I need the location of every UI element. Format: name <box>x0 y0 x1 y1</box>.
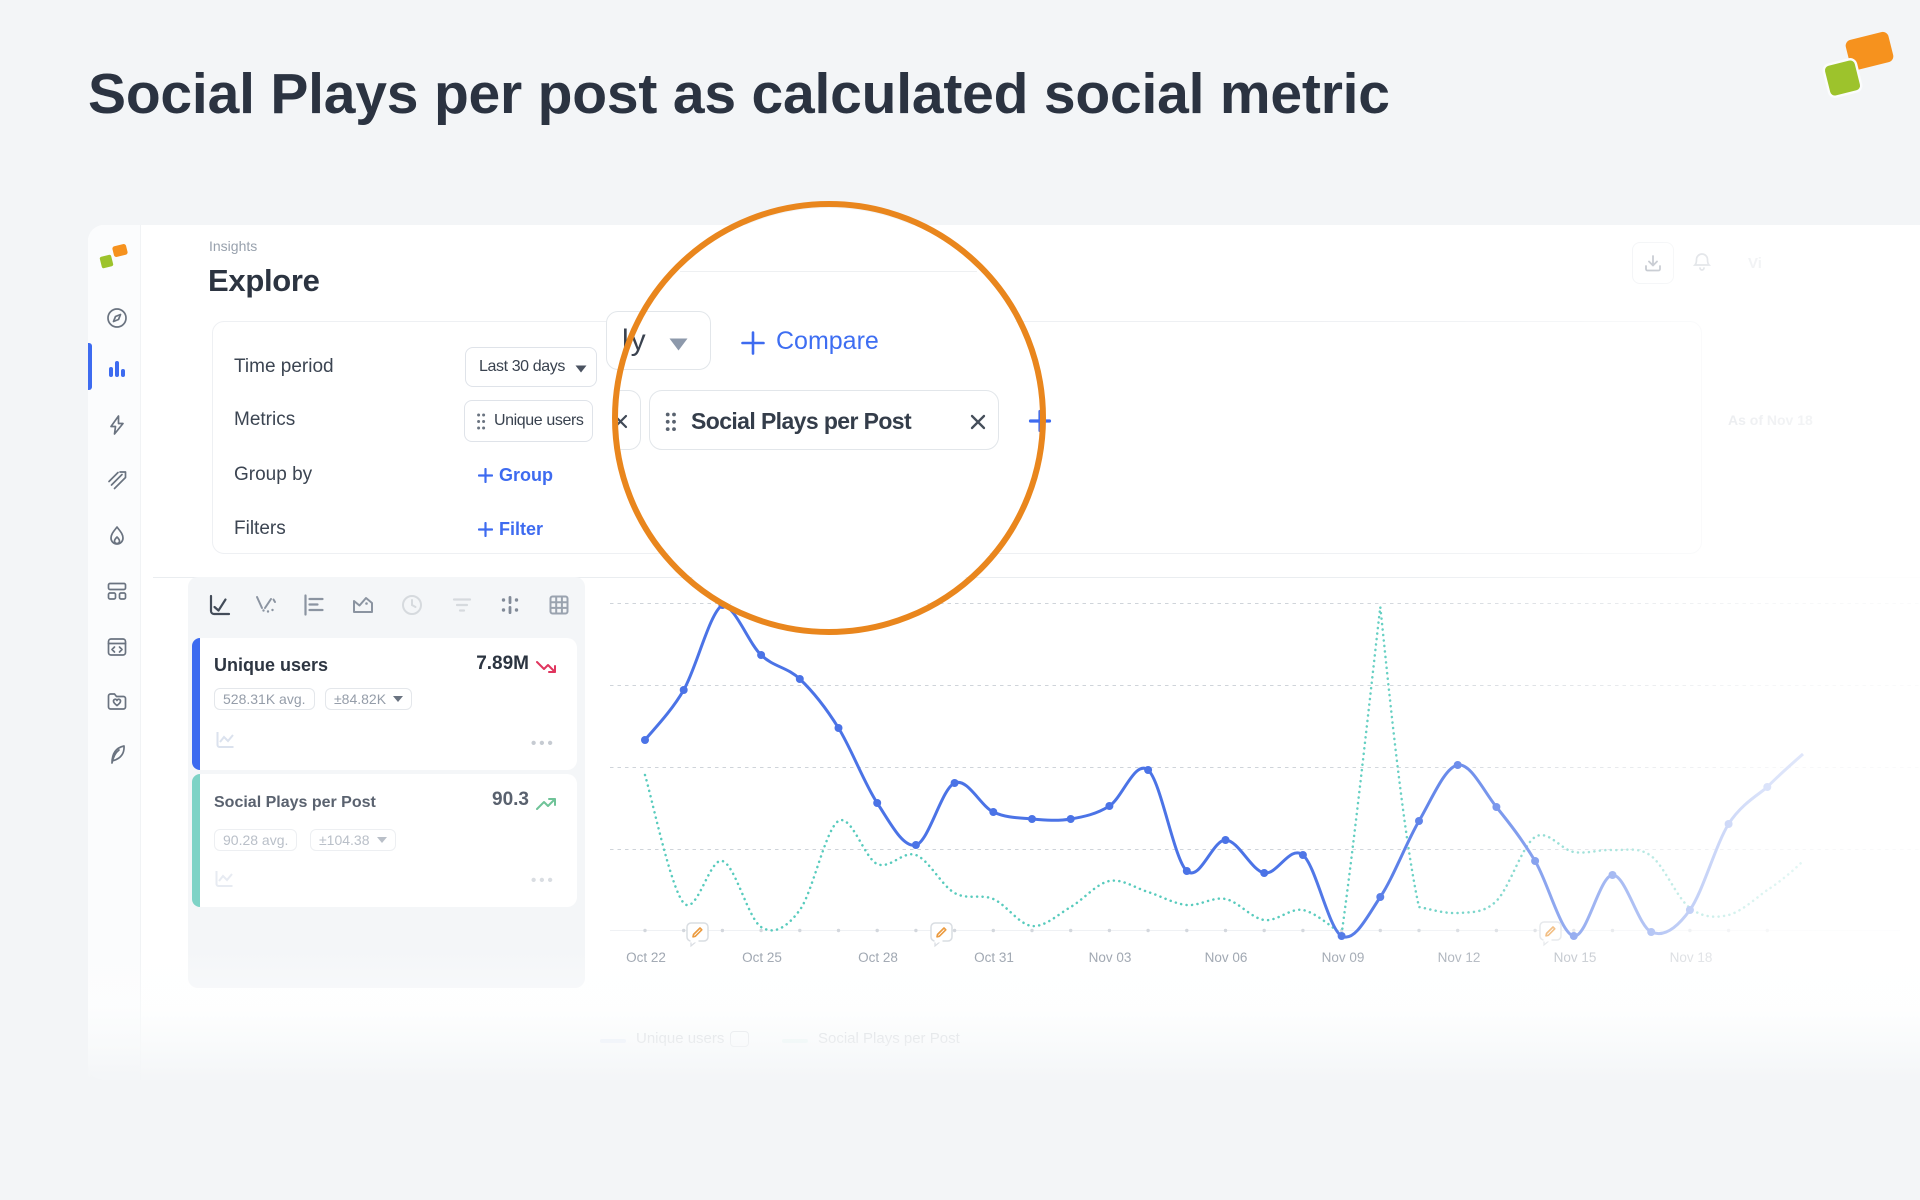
svg-text:Nov 06: Nov 06 <box>1205 950 1248 965</box>
svg-text:Oct 25: Oct 25 <box>742 950 782 965</box>
svg-text:Nov 03: Nov 03 <box>1089 950 1132 965</box>
svg-text:Nov 09: Nov 09 <box>1322 950 1365 965</box>
svg-text:Oct 28: Oct 28 <box>858 950 898 965</box>
svg-text:Nov 12: Nov 12 <box>1438 950 1481 965</box>
svg-text:Nov 15: Nov 15 <box>1554 950 1597 965</box>
svg-text:Oct 22: Oct 22 <box>626 950 666 965</box>
svg-text:Nov 18: Nov 18 <box>1670 950 1713 965</box>
svg-text:Oct 31: Oct 31 <box>974 950 1014 965</box>
